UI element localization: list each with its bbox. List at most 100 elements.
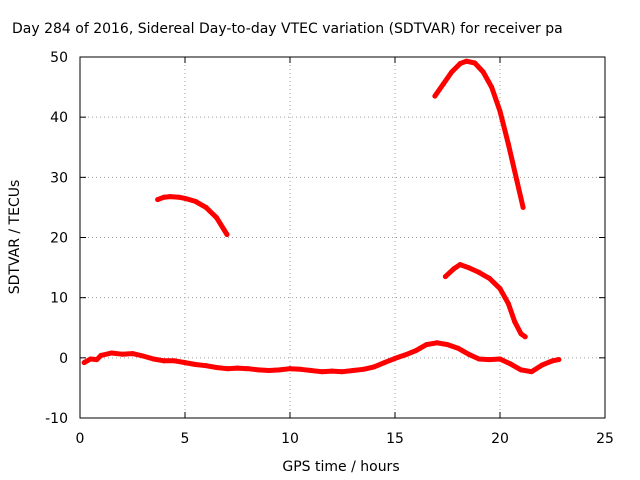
trace-arc-peak-point (514, 177, 520, 183)
trace-arc-morning-point (161, 194, 167, 200)
trace-baseline-point (361, 366, 366, 372)
y-tick-label: 10 (50, 291, 68, 307)
trace-arc-peak-point (472, 60, 478, 66)
trace-baseline-point (413, 348, 419, 354)
trace-baseline-point (98, 352, 104, 358)
y-tick-label: 30 (50, 170, 68, 186)
trace-baseline-point (340, 369, 345, 375)
trace-arc-morning-point (167, 194, 173, 200)
trace-arc-evening-point (497, 286, 503, 292)
trace-arc-morning-point (224, 231, 230, 237)
x-tick-label: 0 (76, 431, 85, 447)
trace-baseline-point (94, 357, 100, 363)
trace-baseline-point (476, 356, 482, 362)
trace-arc-evening-point (457, 262, 463, 268)
y-tick-label: 20 (50, 231, 68, 247)
plot-frame (79, 56, 606, 419)
trace-baseline-point (161, 358, 167, 364)
trace-baseline-point (424, 342, 429, 348)
trace-baseline-point (466, 351, 471, 357)
trace-baseline-point (455, 345, 461, 351)
trace-arc-evening-point (442, 274, 448, 280)
trace-baseline-point (392, 355, 398, 361)
trace-arc-morning-point (203, 204, 209, 210)
trace-arc-evening-point (505, 301, 511, 307)
trace-baseline-point (224, 366, 230, 372)
y-tick-label: -10 (45, 411, 68, 427)
trace-arc-evening-point (522, 334, 528, 340)
trace-baseline-point (329, 368, 335, 374)
x-tick-label: 10 (281, 431, 299, 447)
trace-arc-evening-point (466, 265, 471, 271)
trace-baseline-point (193, 361, 198, 367)
trace-baseline-point (203, 363, 209, 369)
trace-arc-peak-point (463, 58, 469, 64)
trace-arc-peak-point (489, 84, 495, 90)
trace-baseline-point (403, 352, 408, 358)
trace-baseline-point (277, 367, 282, 373)
trace-baseline-point (371, 364, 377, 370)
trace-baseline-point (550, 358, 555, 364)
trace-baseline-point (256, 367, 261, 373)
y-tick-label: 50 (50, 50, 68, 66)
trace-arc-peak-point (505, 141, 511, 147)
trace-baseline-point (81, 360, 87, 366)
trace-baseline-point (287, 366, 293, 372)
grid-lines (80, 57, 605, 418)
trace-baseline-point (518, 367, 524, 373)
trace-baseline-point (350, 367, 356, 373)
trace-arc-morning-point (193, 198, 198, 204)
trace-baseline-point (508, 361, 513, 367)
trace-arc-evening-point (518, 331, 524, 337)
y-axis-label: SDTVAR / TECUs (7, 180, 23, 295)
trace-arc-peak-point (480, 69, 486, 75)
trace-arc-peak (432, 58, 526, 210)
trace-arc-peak-point (520, 204, 526, 210)
trace-baseline-point (182, 360, 188, 366)
trace-arc-evening-point (487, 275, 492, 281)
trace-arc-evening (442, 262, 528, 340)
x-tick-label: 20 (491, 431, 509, 447)
x-tick-label: 25 (596, 431, 614, 447)
trace-baseline-point (214, 364, 219, 370)
trace-baseline-point (172, 358, 177, 364)
data-series (81, 58, 562, 375)
trace-arc-peak-point (432, 93, 438, 99)
trace-baseline-point (487, 357, 492, 363)
chart-title: Day 284 of 2016, Sidereal Day-to-day VTE… (12, 21, 563, 37)
trace-baseline-point (109, 350, 114, 356)
trace-baseline-point (529, 369, 534, 375)
y-tick-label: 40 (50, 110, 68, 126)
trace-baseline-point (266, 367, 272, 373)
trace-baseline-point (539, 362, 545, 368)
trace-arc-peak-point (457, 61, 463, 67)
trace-baseline-point (130, 351, 135, 357)
trace-baseline-point (119, 351, 125, 357)
trace-baseline (81, 340, 562, 375)
trace-baseline-point (382, 360, 387, 366)
trace-baseline-point (308, 367, 314, 373)
trace-arc-peak-point (449, 69, 455, 75)
trace-arc-morning-point (182, 195, 188, 201)
trace-baseline-point (319, 369, 324, 375)
axis-ticks: 0 5 10 15 20 25 -10 0 10 20 30 40 50 (45, 50, 614, 447)
trace-baseline-point (151, 356, 156, 362)
x-tick-label: 15 (386, 431, 404, 447)
trace-baseline-point (88, 356, 93, 362)
trace-arc-evening-point (476, 269, 482, 275)
trace-baseline-point (445, 342, 450, 348)
trace-baseline-point (140, 353, 146, 359)
trace-arc-peak-point (497, 108, 503, 114)
trace-arc-peak-point (440, 81, 446, 87)
trace-arc-evening-point (451, 266, 457, 272)
x-axis-label: GPS time / hours (282, 459, 399, 475)
trace-arc-morning-point (176, 194, 182, 200)
x-tick-label: 5 (181, 431, 190, 447)
trace-arc-morning-point (214, 215, 219, 221)
trace-baseline-point (245, 366, 251, 372)
trace-arc-morning-point (155, 197, 161, 203)
trace-baseline-point (497, 356, 503, 362)
trace-baseline-point (434, 340, 440, 346)
trace-baseline-point (235, 365, 240, 371)
